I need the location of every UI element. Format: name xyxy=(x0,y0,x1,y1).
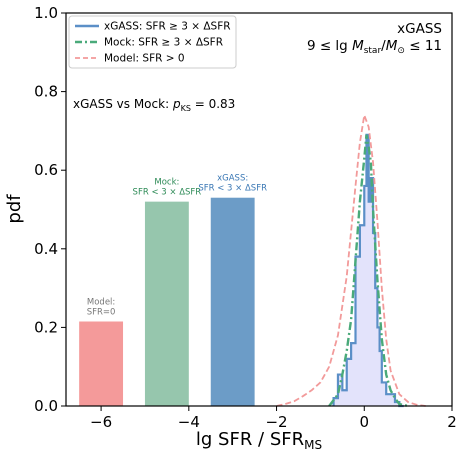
bar-label-2-line-1: SFR < 3 × ΔSFR xyxy=(198,184,267,194)
legend-label-mock: Mock: SFR ≥ 3 × ΔSFR xyxy=(104,37,223,49)
bars-layer xyxy=(79,197,255,406)
legend-label-xgass: xGASS: SFR ≥ 3 × ΔSFR xyxy=(104,21,231,33)
y-tick-label-3: 0.6 xyxy=(34,161,58,179)
bar-label-1-line-0: Mock: xyxy=(154,178,179,188)
y-tick-label-4: 0.8 xyxy=(34,83,58,101)
xgass-hist-fill xyxy=(333,134,404,406)
x-axis-title-main: lg SFR / SFR xyxy=(196,429,304,450)
ks-annotation-p-sub: KS xyxy=(181,104,191,113)
corner-subtitle-part-6: ≤ 11 xyxy=(405,38,442,54)
y-tick-label-0: 0.0 xyxy=(34,397,58,415)
corner-subtitle-part-1: M xyxy=(352,38,364,54)
curves-layer xyxy=(276,111,426,408)
corner-title: xGASS xyxy=(397,21,442,37)
bar-label-0-line-1: SFR=0 xyxy=(87,308,116,318)
x-tick-label-0: −6 xyxy=(90,413,112,431)
model-curve xyxy=(276,111,426,407)
ks-annotation-p: p xyxy=(172,97,181,111)
bar-2 xyxy=(210,197,255,406)
xgass-histogram xyxy=(332,133,404,408)
x-axis-title-sub: MS xyxy=(304,438,322,452)
y-tick-label-1: 0.2 xyxy=(34,318,58,336)
legend-label-model: Model: SFR > 0 xyxy=(104,53,185,65)
bar-1 xyxy=(144,201,189,406)
plot-area xyxy=(66,13,452,406)
ks-annotation: xGASS vs Mock: pKS = 0.83 xyxy=(73,97,235,113)
corner-subtitle-part-2: star xyxy=(364,46,382,56)
bar-label-1-line-1: SFR < 3 × ΔSFR xyxy=(133,188,202,198)
corner-subtitle-part-0: 9 ≤ lg xyxy=(307,38,348,54)
bar-label-2-line-0: xGASS: xyxy=(217,174,248,184)
mock-curve xyxy=(328,134,409,408)
corner-subtitle-part-4: M xyxy=(386,38,398,54)
legend-box xyxy=(68,15,237,69)
y-axis-title: pdf xyxy=(4,194,25,224)
ks-annotation-value: = 0.83 xyxy=(191,97,235,111)
x-tick-label-3: 0 xyxy=(359,413,369,431)
plot-frame xyxy=(66,13,452,406)
xgass-hist-outline xyxy=(332,133,404,408)
x-tick-label-1: −4 xyxy=(178,413,200,431)
corner-subtitle: 9 ≤ lg Mstar/M⊙ ≤ 11 xyxy=(307,38,442,56)
corner-subtitle-part-3: / xyxy=(381,38,386,54)
x-tick-label-2: −2 xyxy=(265,413,287,431)
ks-annotation-main: xGASS vs Mock: xyxy=(73,97,169,111)
bar-label-0-line-0: Model: xyxy=(87,298,115,308)
x-tick-label-4: 2 xyxy=(447,413,457,431)
axes-ticks: −6 −4 −2 0 2 0.0 0.2 0.4 0.6 0.8 1.0 xyxy=(34,4,457,431)
x-axis-title: lg SFR / SFRMS xyxy=(196,429,322,452)
plot-border xyxy=(65,12,453,407)
y-tick-label-2: 0.4 xyxy=(34,240,58,258)
corner-subtitle-part-5: ⊙ xyxy=(397,46,405,56)
legend: xGASS: SFR ≥ 3 × ΔSFR Mock: SFR ≥ 3 × ΔS… xyxy=(68,15,237,69)
bar-0 xyxy=(79,321,124,406)
y-tick-label-5: 1.0 xyxy=(34,4,58,22)
corner-title-block: xGASS 9 ≤ lg Mstar/M⊙ ≤ 11 xyxy=(307,21,442,56)
